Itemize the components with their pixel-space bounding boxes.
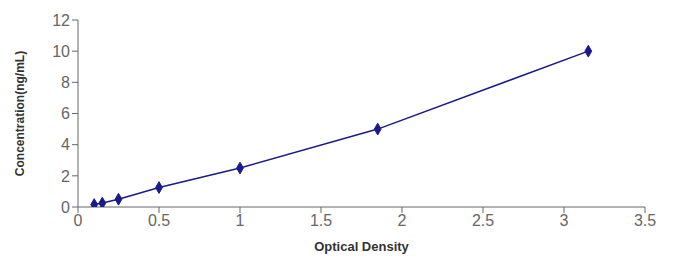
svg-text:Optical Density: Optical Density bbox=[314, 239, 409, 254]
svg-text:Concentration(ng/mL): Concentration(ng/mL) bbox=[13, 51, 27, 176]
svg-text:2: 2 bbox=[61, 168, 70, 185]
svg-text:0: 0 bbox=[74, 212, 83, 229]
svg-text:2: 2 bbox=[398, 212, 407, 229]
svg-text:8: 8 bbox=[61, 74, 70, 91]
svg-text:4: 4 bbox=[61, 136, 70, 153]
svg-text:1.5: 1.5 bbox=[310, 212, 332, 229]
svg-text:3.5: 3.5 bbox=[634, 212, 656, 229]
svg-text:2.5: 2.5 bbox=[472, 212, 494, 229]
svg-text:12: 12 bbox=[52, 12, 70, 29]
svg-text:3: 3 bbox=[560, 212, 569, 229]
svg-text:0: 0 bbox=[61, 199, 70, 216]
svg-text:1: 1 bbox=[236, 212, 245, 229]
svg-text:0.5: 0.5 bbox=[148, 212, 170, 229]
svg-text:10: 10 bbox=[52, 43, 70, 60]
svg-text:6: 6 bbox=[61, 105, 70, 122]
